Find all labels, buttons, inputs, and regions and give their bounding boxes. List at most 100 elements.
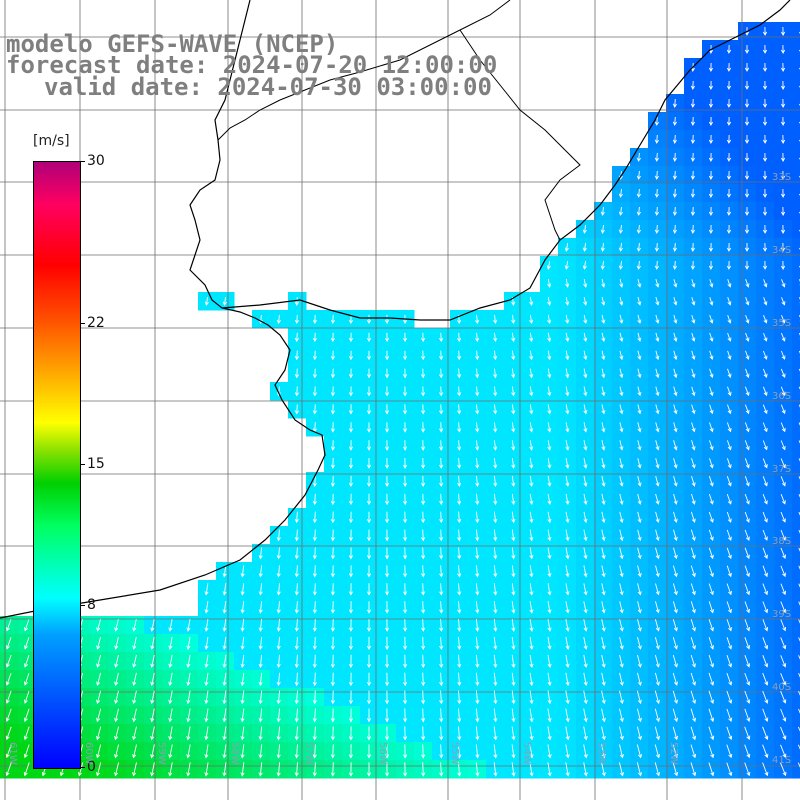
wind-arrow xyxy=(403,457,408,469)
wind-arrow xyxy=(762,458,768,469)
wind-arrow xyxy=(312,708,317,723)
wind-arrow xyxy=(708,170,713,180)
wind-arrow xyxy=(96,744,102,759)
wind-arrow xyxy=(673,350,678,361)
wind-arrow xyxy=(690,511,696,524)
wind-arrow xyxy=(691,332,696,342)
wind-arrow xyxy=(618,242,623,252)
wind-arrow xyxy=(529,744,534,759)
wind-arrow xyxy=(511,762,516,777)
wind-arrow xyxy=(403,726,408,741)
wind-arrow xyxy=(403,565,408,578)
wind-arrow xyxy=(366,404,372,415)
wind-arrow xyxy=(23,708,30,723)
wind-arrow xyxy=(708,744,715,759)
wind-arrow xyxy=(457,636,462,650)
wind-arrow xyxy=(493,493,498,506)
wind-arrow xyxy=(439,422,444,433)
wind-arrow xyxy=(708,565,714,578)
wind-arrow xyxy=(690,152,695,162)
wind-arrow xyxy=(708,583,714,596)
wind-arrow xyxy=(222,672,227,687)
wind-arrow xyxy=(114,726,120,741)
wind-arrow xyxy=(547,350,552,361)
wind-arrow xyxy=(744,655,751,668)
wind-arrow xyxy=(726,547,732,560)
wind-speed-cell xyxy=(792,40,800,59)
wind-arrow xyxy=(726,242,732,252)
wind-arrow xyxy=(726,762,733,777)
wind-arrow xyxy=(601,440,606,451)
wind-arrow xyxy=(600,260,605,270)
wind-arrow xyxy=(493,422,498,433)
wind-arrow xyxy=(672,762,679,777)
wind-arrow xyxy=(421,386,426,397)
wind-arrow xyxy=(330,565,335,578)
wind-arrow xyxy=(258,636,263,650)
wind-arrow xyxy=(726,565,732,578)
wind-arrow xyxy=(276,619,281,632)
wind-arrow xyxy=(294,654,299,669)
wind-speed-cell xyxy=(792,652,800,671)
wind-arrow xyxy=(240,654,245,669)
wind-arrow xyxy=(601,458,606,469)
wind-arrow xyxy=(565,279,570,288)
wind-arrow xyxy=(529,475,534,487)
wind-arrow xyxy=(762,224,768,234)
wind-speed-cell xyxy=(792,112,800,131)
wind-arrow xyxy=(583,762,588,777)
wind-arrow xyxy=(204,296,209,306)
wind-arrow xyxy=(744,45,750,54)
wind-arrow xyxy=(312,654,317,669)
wind-arrow xyxy=(439,601,444,614)
wind-arrow xyxy=(439,440,444,451)
wind-arrow xyxy=(780,422,786,433)
wind-arrow xyxy=(690,529,696,542)
wind-arrow xyxy=(348,636,353,651)
wind-arrow xyxy=(330,332,335,343)
wind-arrow xyxy=(762,583,768,596)
wind-arrow xyxy=(763,332,768,342)
wind-arrow xyxy=(439,708,444,723)
wind-arrow xyxy=(565,422,570,433)
wind-arrow xyxy=(582,224,587,234)
wind-arrow xyxy=(366,690,372,705)
wind-arrow xyxy=(276,654,281,669)
wind-arrow xyxy=(330,672,335,687)
wind-arrow xyxy=(781,224,786,234)
wind-arrow xyxy=(547,296,552,306)
wind-arrow xyxy=(475,404,480,415)
wind-arrow xyxy=(601,637,606,650)
wind-arrow xyxy=(421,726,426,741)
wind-arrow xyxy=(565,368,570,379)
wind-arrow xyxy=(582,260,587,270)
wind-arrow xyxy=(222,619,227,632)
wind-arrow xyxy=(511,672,516,687)
wind-arrow xyxy=(348,690,353,705)
wind-arrow xyxy=(691,386,696,397)
wind-speed-cell xyxy=(792,166,800,185)
wind-arrow xyxy=(348,493,353,506)
wind-arrow xyxy=(600,242,605,252)
wind-arrow xyxy=(655,350,660,361)
wind-arrow xyxy=(762,260,768,270)
wind-arrow xyxy=(762,116,768,126)
wind-arrow xyxy=(637,368,642,379)
wind-arrow xyxy=(547,690,552,705)
wind-speed-cell xyxy=(792,148,800,167)
wind-arrow xyxy=(168,619,173,632)
wind-arrow xyxy=(762,529,768,541)
wind-arrow xyxy=(294,690,299,705)
wind-arrow xyxy=(637,422,642,433)
wind-arrow xyxy=(366,762,372,777)
wind-arrow xyxy=(258,672,263,687)
wind-arrow xyxy=(762,476,768,487)
wind-arrow xyxy=(385,708,390,723)
wind-arrow xyxy=(385,565,390,578)
wind-arrow xyxy=(132,762,137,777)
wind-arrow xyxy=(366,314,372,325)
wind-arrow xyxy=(222,762,227,777)
colorbar-tick-mark xyxy=(80,605,85,607)
wind-speed-cell xyxy=(792,508,800,527)
wind-arrow xyxy=(294,565,299,578)
